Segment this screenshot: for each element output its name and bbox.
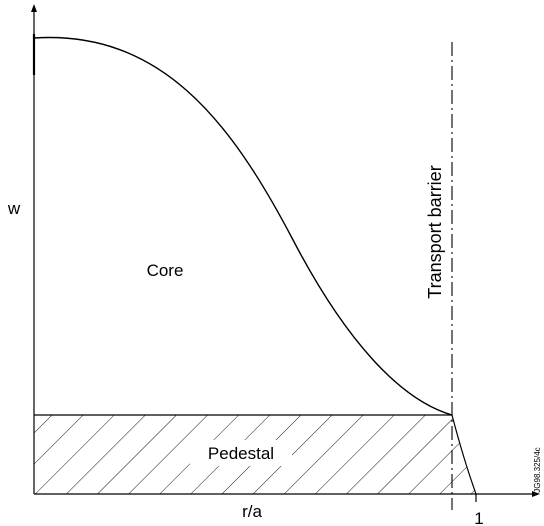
pedestal-label-bg (190, 440, 292, 466)
core-profile-curve (33, 36, 453, 416)
transport-barrier-label: Transport barrier (425, 165, 445, 298)
figure-code-label: JG98.325/4c (533, 447, 542, 492)
y-axis (31, 4, 37, 494)
y-axis-arrow-icon (31, 4, 37, 12)
x-axis-arrow-icon (532, 491, 540, 497)
x-axis-label: r/a (242, 502, 262, 521)
pedestal-label: Pedestal (208, 444, 274, 463)
edge-profile-curve (451, 414, 477, 495)
x-tick-one-label: 1 (474, 509, 483, 526)
x-axis (34, 491, 540, 497)
y-axis-label: w (7, 199, 21, 218)
core-label: Core (147, 261, 184, 280)
